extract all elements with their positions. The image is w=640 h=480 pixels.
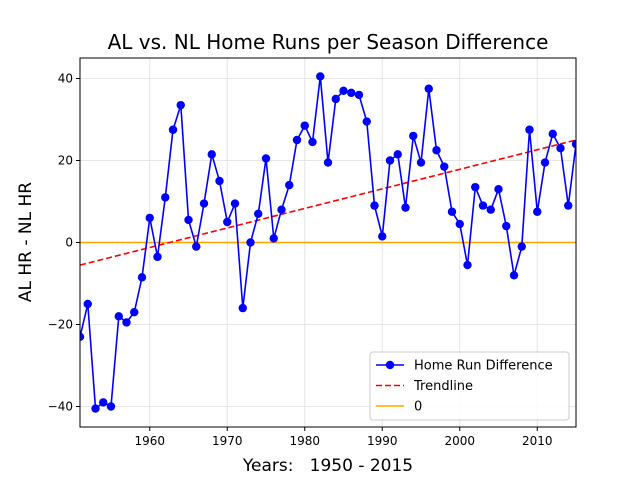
data-point xyxy=(370,201,379,210)
data-point xyxy=(533,207,542,216)
legend-box xyxy=(369,351,570,421)
data-point xyxy=(517,242,526,251)
data-point xyxy=(409,131,418,141)
data-point xyxy=(153,252,162,262)
data-point xyxy=(378,232,387,241)
data-point xyxy=(556,144,565,153)
legend-marker xyxy=(385,360,395,370)
data-point xyxy=(223,217,232,227)
data-point xyxy=(401,203,410,212)
y-tick-label: 0 xyxy=(65,236,73,250)
data-point xyxy=(447,207,457,216)
data-point xyxy=(339,86,348,96)
legend-label: Trendline xyxy=(413,379,473,394)
data-point xyxy=(261,154,271,163)
data-point xyxy=(292,135,302,145)
data-point xyxy=(323,158,333,167)
data-point xyxy=(347,88,356,98)
data-point xyxy=(331,94,340,104)
data-point xyxy=(130,308,139,317)
data-point xyxy=(91,404,100,413)
data-point xyxy=(416,158,426,167)
data-point xyxy=(502,221,511,231)
y-axis: −40 −20 0 20 40 xyxy=(48,72,80,414)
data-point xyxy=(471,182,480,192)
series-layer xyxy=(80,72,576,413)
data-point xyxy=(316,72,325,81)
data-point xyxy=(277,205,286,214)
data-point xyxy=(99,398,108,407)
data-point xyxy=(254,209,263,218)
y-axis-label: AL HR - NL HR xyxy=(16,182,36,302)
data-point xyxy=(432,146,441,155)
data-point xyxy=(393,150,402,159)
data-point xyxy=(494,185,503,194)
x-tick-label: 1970 xyxy=(212,434,243,448)
data-point xyxy=(463,260,472,270)
data-point xyxy=(83,299,92,309)
data-point xyxy=(114,312,123,321)
data-point xyxy=(300,121,309,130)
data-point xyxy=(168,125,178,134)
data-point xyxy=(122,318,131,327)
data-point xyxy=(145,213,154,223)
data-point xyxy=(509,271,519,280)
data-point xyxy=(385,156,395,165)
data-point xyxy=(571,139,576,149)
data-point xyxy=(354,90,364,100)
data-point xyxy=(285,180,294,190)
x-axis-label: Years: 1950 - 2015 xyxy=(242,456,413,476)
data-point xyxy=(207,150,216,159)
legend: Home Run Difference Trendline 0 xyxy=(369,351,570,421)
x-tick-label: 2000 xyxy=(444,434,475,448)
x-tick-label: 1980 xyxy=(289,434,320,448)
x-tick-label: 1960 xyxy=(134,434,165,448)
data-point xyxy=(424,84,433,93)
y-tick-label: −20 xyxy=(48,318,73,332)
data-point xyxy=(564,201,573,210)
data-point xyxy=(246,238,255,247)
chart-title: AL vs. NL Home Runs per Season Differenc… xyxy=(108,30,549,54)
legend-label: 0 xyxy=(414,400,422,415)
data-point xyxy=(548,129,557,139)
data-point xyxy=(308,137,317,147)
y-tick-label: 40 xyxy=(58,72,73,86)
series-line-1 xyxy=(80,139,576,266)
x-axis: 1960 1970 1980 1990 2000 2010 xyxy=(134,427,553,448)
x-tick-label: 1990 xyxy=(367,434,398,448)
data-point xyxy=(161,193,170,202)
data-point xyxy=(106,402,116,411)
legend-label: Home Run Difference xyxy=(414,359,553,374)
plot-area xyxy=(80,72,576,413)
data-point xyxy=(362,117,371,126)
data-point xyxy=(192,242,201,251)
data-point xyxy=(455,219,464,229)
y-tick-label: −40 xyxy=(48,400,73,414)
data-point xyxy=(215,176,224,186)
x-tick-label: 2010 xyxy=(522,434,553,448)
data-point xyxy=(269,234,278,243)
data-point xyxy=(199,199,209,208)
data-point xyxy=(230,199,240,208)
data-point xyxy=(478,201,488,210)
data-point xyxy=(238,303,247,313)
data-point xyxy=(540,158,550,167)
data-point xyxy=(525,125,534,134)
data-point xyxy=(184,215,193,225)
y-tick-label: 20 xyxy=(58,154,73,168)
data-point xyxy=(176,100,185,110)
data-point xyxy=(80,332,85,341)
data-point xyxy=(440,162,449,171)
data-point xyxy=(486,205,495,214)
data-point xyxy=(137,273,147,282)
